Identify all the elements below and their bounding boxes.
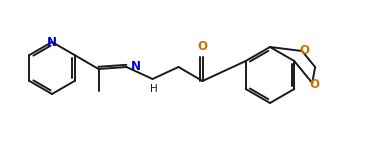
Text: N: N — [47, 35, 57, 49]
Text: O: O — [299, 44, 309, 56]
Text: H: H — [150, 84, 157, 94]
Text: O: O — [309, 77, 319, 91]
Text: O: O — [198, 40, 207, 53]
Text: N: N — [130, 60, 141, 72]
